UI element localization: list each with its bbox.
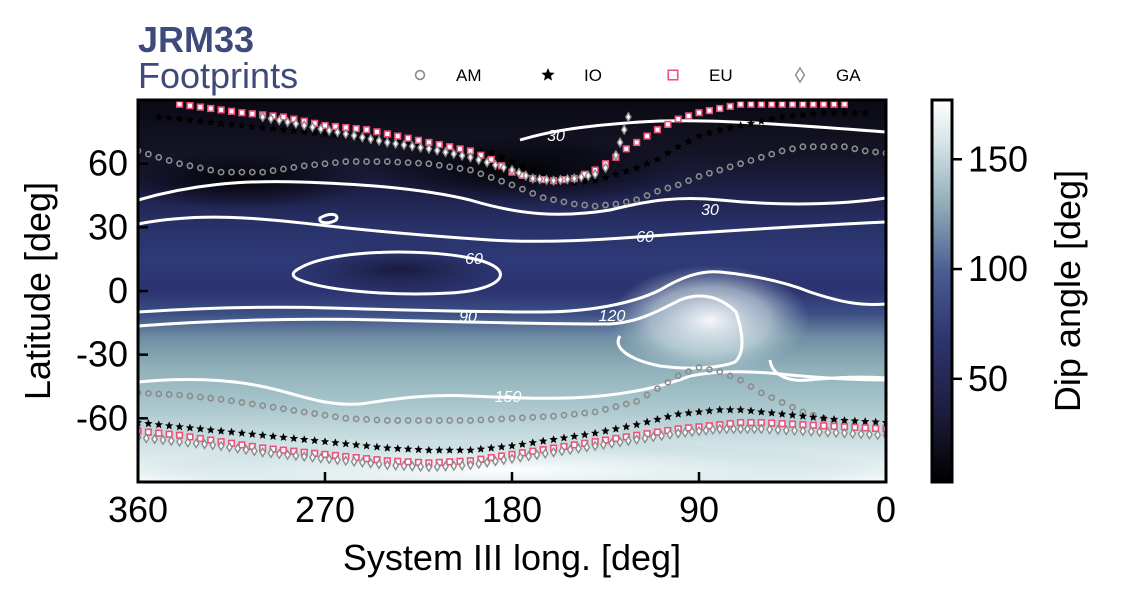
contour-label: 150 [495,389,522,406]
eu-footprint-point [842,101,848,107]
eu-footprint-point [644,133,650,139]
chart-title: JRM33 [138,19,254,60]
eu-footprint-point [364,127,370,133]
eu-footprint-point [738,101,744,107]
legend-marker-ga [796,68,805,82]
eu-footprint-point [156,430,162,436]
colorbar: 50 100 150 Dip angle [deg] [932,100,1088,482]
eu-footprint-point [727,421,733,427]
y-tick-label: 0 [108,270,128,311]
eu-footprint-point [686,113,692,119]
x-tick-label: 180 [482,489,542,530]
legend-item-am: AM [416,66,482,85]
legend-item-eu: EU [668,66,732,85]
eu-footprint-point [655,127,661,133]
eu-footprint-point [748,101,754,107]
colorbar-tick-label: 150 [968,138,1028,179]
colorbar-label: Dip angle [deg] [1047,170,1088,412]
eu-footprint-point [249,111,255,117]
legend-item-io: IO [542,66,602,85]
legend: AM IO EU GA [416,66,862,85]
eu-footprint-point [727,104,733,110]
x-tick-label: 0 [876,489,896,530]
eu-footprint-point [405,459,411,465]
x-axis-label: System III long. [deg] [343,537,681,578]
eu-footprint-point [187,103,193,109]
y-tick-label: 60 [88,143,128,184]
x-tick-label: 270 [295,489,355,530]
legend-label-ga: GA [836,66,861,85]
y-tick-label: -30 [76,334,128,375]
eu-footprint-point [779,421,785,427]
eu-footprint-point [821,423,827,429]
legend-label-eu: EU [709,66,733,85]
eu-footprint-point [748,420,754,426]
eu-footprint-point [759,101,765,107]
legend-item-ga: GA [796,66,862,85]
eu-footprint-point [769,101,775,107]
chart-subtitle: Footprints [138,55,298,96]
eu-footprint-point [229,109,235,115]
eu-footprint-point [665,122,671,128]
eu-footprint-point [810,101,816,107]
colorbar-tick-label: 50 [968,358,1008,399]
eu-footprint-point [634,140,640,146]
eu-footprint-point [821,101,827,107]
contour-label: 120 [599,308,626,325]
eu-footprint-point [623,146,629,152]
eu-footprint-point [696,110,702,116]
eu-footprint-point [395,133,401,139]
contour-label: 60 [636,229,654,246]
eu-footprint-point [831,101,837,107]
x-tick-label: 90 [679,489,719,530]
legend-label-io: IO [584,66,602,85]
legend-marker-am [416,71,425,80]
y-axis-label: Latitude [deg] [17,182,58,400]
eu-footprint-point [208,106,214,112]
eu-footprint-point [218,107,224,113]
legend-label-am: AM [456,66,482,85]
eu-footprint-point [862,425,868,431]
colorbar-ticks: 50 100 150 [952,138,1028,399]
eu-footprint-point [717,106,723,112]
legend-marker-eu [668,70,678,80]
contour-label: 30 [701,202,719,219]
eu-footprint-point [779,101,785,107]
colorbar-tick-label: 100 [968,248,1028,289]
eu-footprint-point [447,144,453,150]
eu-footprint-point [239,110,245,116]
contour-label: 90 [459,309,477,326]
x-tick-label: 360 [108,489,168,530]
colorbar-gradient [932,100,952,482]
y-tick-label: -60 [76,397,128,438]
eu-footprint-point [405,135,411,141]
legend-marker-io [542,69,554,80]
eu-footprint-point [374,129,380,135]
y-tick-label: 30 [88,206,128,247]
eu-footprint-point [707,108,713,114]
eu-footprint-point [198,436,204,442]
eu-footprint-point [385,131,391,137]
heatmap-dark-region [110,150,370,210]
eu-footprint-point [790,101,796,107]
contour-label: 30 [547,128,565,145]
eu-footprint-point [177,101,183,107]
contour-label: 60 [465,251,483,268]
eu-footprint-point [675,116,681,122]
eu-footprint-point [198,104,204,110]
eu-footprint-point [447,459,453,465]
eu-footprint-point [800,101,806,107]
